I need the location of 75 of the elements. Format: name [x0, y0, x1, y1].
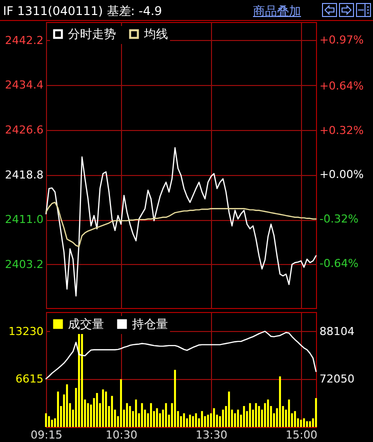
bar [237, 410, 239, 427]
x-tick-label: 10:30 [106, 428, 138, 442]
bar [78, 332, 80, 427]
bar [120, 379, 122, 427]
y-tick-label: 2434.4 [5, 78, 44, 92]
x-tick-label: 13:30 [196, 428, 228, 442]
bar [243, 406, 245, 427]
bar [213, 408, 215, 427]
text: 商品叠加 [253, 3, 301, 20]
line-series [45, 202, 317, 248]
y2-tick-label: +0.32% [320, 124, 364, 137]
y-tick-label: 13230 [8, 324, 44, 338]
bar [222, 410, 224, 427]
bar [294, 411, 296, 427]
bar [303, 418, 305, 427]
bar [51, 420, 53, 427]
bar [234, 413, 236, 427]
bar [258, 406, 260, 427]
x-tick-label: 09:15 [30, 428, 62, 442]
legend-label: 均线 [143, 27, 168, 42]
bar [165, 403, 167, 427]
bar [195, 413, 197, 427]
bar [306, 421, 308, 427]
y-tick-label: 2411.0 [5, 213, 44, 226]
legend-label: 成交量 [68, 317, 104, 332]
bar [315, 398, 317, 427]
bar [207, 414, 209, 427]
y2-tick-label: +0.97% [320, 34, 364, 47]
bar [48, 416, 50, 427]
bar [66, 384, 68, 427]
x-tick-label: 15:00 [286, 428, 318, 442]
bar [129, 406, 131, 427]
bar [201, 411, 203, 427]
bar [279, 376, 281, 427]
bar [255, 403, 257, 427]
bar [57, 392, 59, 427]
y2-tick-label: 72050 [320, 372, 354, 386]
bar [288, 400, 290, 427]
bar [300, 420, 302, 427]
bar [183, 413, 185, 427]
legend-label: 持仓量 [132, 317, 168, 332]
bar [126, 403, 128, 427]
y-tick-label: 6615 [16, 372, 44, 386]
legend-label: 分时走势 [68, 27, 116, 42]
bar [174, 370, 176, 427]
line-series [45, 330, 317, 380]
y-tick-label: 2418.8 [5, 168, 44, 182]
y2-tick-label: +0.00% [320, 168, 364, 182]
bar [141, 403, 143, 427]
y2-tick-label: -0.32% [320, 212, 358, 226]
y2-tick-label: -0.64% [320, 257, 358, 270]
bar [156, 408, 158, 427]
bar [96, 393, 98, 427]
y2-tick-label: +0.64% [320, 79, 364, 92]
bar [105, 392, 107, 427]
bar [267, 400, 269, 427]
y2-tick-label: 88104 [320, 324, 354, 338]
bar [45, 413, 47, 427]
bar [189, 414, 191, 427]
bar [102, 389, 104, 427]
bar [135, 400, 137, 427]
bar [87, 403, 89, 427]
line-series [45, 147, 317, 297]
bar [150, 403, 152, 427]
bar [249, 403, 251, 427]
bar [111, 396, 113, 427]
bar [81, 332, 83, 427]
chart-title: IF 1311(040111) 基差: -4.9 [3, 3, 162, 20]
bar [309, 421, 311, 427]
y-tick-label: 2403.2 [5, 258, 44, 271]
y-tick-label: 2442.2 [5, 34, 44, 47]
y-tick-label: 2426.6 [5, 123, 44, 136]
bar [192, 416, 194, 427]
bar [228, 392, 230, 427]
bar [264, 403, 266, 427]
